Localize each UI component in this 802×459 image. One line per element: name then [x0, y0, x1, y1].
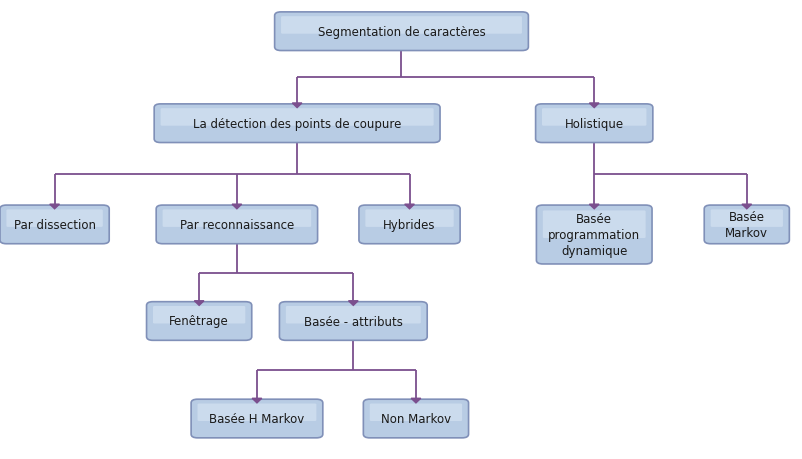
- Polygon shape: [589, 104, 598, 108]
- Polygon shape: [252, 398, 261, 403]
- FancyBboxPatch shape: [710, 210, 782, 227]
- FancyBboxPatch shape: [363, 399, 468, 438]
- FancyBboxPatch shape: [153, 306, 245, 324]
- Text: Non Markov: Non Markov: [380, 412, 451, 425]
- FancyBboxPatch shape: [191, 399, 322, 438]
- FancyBboxPatch shape: [703, 206, 788, 244]
- FancyBboxPatch shape: [535, 105, 652, 143]
- Text: La détection des points de coupure: La détection des points de coupure: [192, 118, 401, 130]
- Text: Basée - attributs: Basée - attributs: [303, 315, 403, 328]
- FancyBboxPatch shape: [197, 403, 316, 421]
- FancyBboxPatch shape: [160, 109, 433, 126]
- FancyBboxPatch shape: [162, 210, 310, 227]
- FancyBboxPatch shape: [279, 302, 427, 341]
- FancyBboxPatch shape: [6, 210, 103, 227]
- Text: Basée
programmation
dynamique: Basée programmation dynamique: [548, 213, 639, 257]
- Polygon shape: [292, 104, 302, 108]
- Text: Fenêtrage: Fenêtrage: [169, 315, 229, 328]
- Polygon shape: [411, 398, 420, 403]
- Polygon shape: [589, 205, 598, 209]
- FancyBboxPatch shape: [281, 17, 521, 34]
- Polygon shape: [348, 301, 358, 306]
- FancyBboxPatch shape: [365, 210, 453, 227]
- Text: Basée
Markov: Basée Markov: [724, 210, 768, 240]
- FancyBboxPatch shape: [156, 206, 318, 244]
- FancyBboxPatch shape: [369, 403, 462, 421]
- Text: Holistique: Holistique: [564, 118, 623, 130]
- Polygon shape: [741, 205, 751, 209]
- Text: Segmentation de caractères: Segmentation de caractères: [318, 26, 484, 39]
- FancyBboxPatch shape: [358, 206, 460, 244]
- Polygon shape: [404, 205, 414, 209]
- Polygon shape: [50, 205, 59, 209]
- FancyBboxPatch shape: [147, 302, 252, 341]
- FancyBboxPatch shape: [154, 105, 439, 143]
- FancyBboxPatch shape: [274, 13, 528, 51]
- FancyBboxPatch shape: [542, 211, 645, 239]
- Polygon shape: [232, 205, 241, 209]
- FancyBboxPatch shape: [0, 206, 109, 244]
- Polygon shape: [194, 301, 204, 306]
- Text: Par reconnaissance: Par reconnaissance: [180, 218, 294, 231]
- FancyBboxPatch shape: [286, 306, 420, 324]
- Text: Par dissection: Par dissection: [14, 218, 95, 231]
- Text: Basée H Markov: Basée H Markov: [209, 412, 304, 425]
- FancyBboxPatch shape: [536, 206, 651, 264]
- FancyBboxPatch shape: [541, 109, 646, 126]
- Text: Hybrides: Hybrides: [383, 218, 435, 231]
